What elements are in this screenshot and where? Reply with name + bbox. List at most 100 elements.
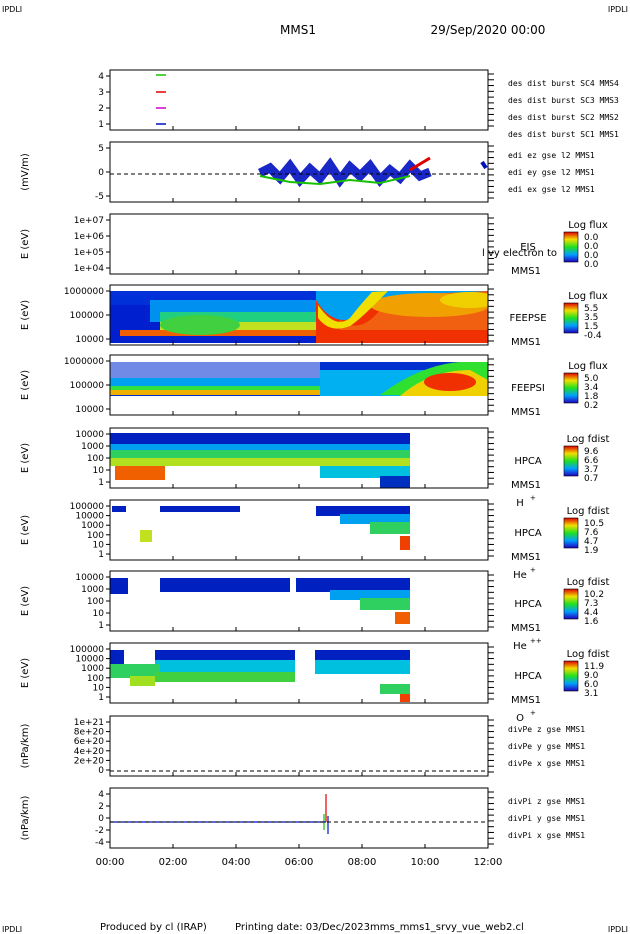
ylabel-eis: E (eV) <box>20 229 31 259</box>
species-label-hpca_h: H <box>516 498 524 509</box>
ylabel-hpca_h: E (eV) <box>20 443 31 473</box>
cbar-label-hpca_o: 9.0 <box>584 671 599 681</box>
ytick-label-hpca_he2: 10000 <box>75 573 104 583</box>
cbar-label-hpca_h: 3.7 <box>584 465 598 475</box>
ylabel-feepsi: E (eV) <box>20 370 31 400</box>
footer-produced-by: Produced by cl (IRAP) <box>100 922 207 933</box>
ytick-label-hpca_h: 1000 <box>81 442 104 452</box>
ytick-label-hpca_he2: 10 <box>93 609 105 619</box>
sc-label-hpca_he1: MMS1 <box>511 552 541 563</box>
ytick-label-hpca_he2: 1 <box>98 621 104 631</box>
ytick-label-feepsi: 100000 <box>70 381 105 391</box>
cbar-label-feepse: 5.5 <box>584 304 598 314</box>
footer-printing-date: Printing date: 03/Dec/2023 <box>235 922 370 933</box>
ytick-label-divpi: -4 <box>95 838 104 848</box>
cbar-title-hpca_he2: Log fdist <box>567 577 610 588</box>
cbar-label-feepse: 1.5 <box>584 322 598 332</box>
legend-divpi: divPi x gse MMS1 <box>508 831 585 840</box>
cbar-label-feepse: -0.4 <box>584 331 602 341</box>
burst-markers <box>156 74 166 125</box>
extra-label-eis: l vy electron to <box>482 248 557 259</box>
ytick-label-hpca_o: 1000 <box>81 664 104 674</box>
ytick-label-hpca_h: 10 <box>93 466 105 476</box>
cbar-title-feepsi: Log flux <box>568 361 608 372</box>
cbar-title-hpca_o: Log fdist <box>567 649 610 660</box>
time-tick-label: 08:00 <box>348 857 377 868</box>
colorbar-eis <box>563 231 579 263</box>
instrument-label-hpca_h: HPCA <box>514 456 542 467</box>
edi-traces <box>257 156 488 188</box>
legend-divpe: divPe y gse MMS1 <box>508 742 585 751</box>
cbar-label-hpca_h: 9.6 <box>584 447 599 457</box>
cbar-title-eis: Log flux <box>568 220 608 231</box>
corner-label-tl: IPDLI <box>2 5 22 14</box>
cbar-label-hpca_he2: 10.2 <box>584 590 604 600</box>
ytick-label-feepse: 10000 <box>75 335 104 345</box>
cbar-label-hpca_he2: 1.6 <box>584 617 599 627</box>
ytick-label-eis: 1e+07 <box>74 216 104 226</box>
ytick-label-hpca_o: 100 <box>87 674 104 684</box>
ylabel-hpca_o: E (eV) <box>20 658 31 688</box>
legend-edi: edi ex gse l2 MMS1 <box>508 185 595 194</box>
ytick-label-burst: 2 <box>98 104 104 114</box>
ytick-label-hpca_o: 100000 <box>70 645 105 655</box>
panel-frame-burst <box>109 69 489 131</box>
ytick-label-divpe: 6e+20 <box>74 737 105 747</box>
ytick-label-burst: 3 <box>98 88 104 98</box>
ytick-label-divpe: 1e+21 <box>74 718 104 728</box>
time-tick-label: 06:00 <box>285 857 314 868</box>
ylabel-feepse: E (eV) <box>20 300 31 330</box>
ytick-label-eis: 1e+06 <box>74 232 105 242</box>
colorbar-hpca_o <box>563 660 579 692</box>
ylabel-divpe: (nPa/km) <box>20 724 31 769</box>
sc-label-eis: MMS1 <box>511 266 541 277</box>
ytick-label-hpca_he1: 100 <box>87 531 104 541</box>
ytick-label-feepse: 100000 <box>70 311 105 321</box>
ytick-label-divpi: 4 <box>98 790 104 800</box>
legend-divpe: divPe x gse MMS1 <box>508 759 585 768</box>
species-label-hpca_he2: He <box>513 641 527 652</box>
ytick-label-hpca_he2: 100 <box>87 597 104 607</box>
cbar-title-hpca_he1: Log fdist <box>567 506 610 517</box>
panel-frame-divpe <box>109 715 489 777</box>
cbar-label-feepsi: 1.8 <box>584 392 599 402</box>
ytick-label-eis: 1e+05 <box>74 248 104 258</box>
species-label-hpca_o: O <box>516 713 524 724</box>
colorbar-feepsi <box>563 372 579 404</box>
ytick-label-divpe: 2e+20 <box>74 756 105 766</box>
legend-divpi: divPi y gse MMS1 <box>508 814 585 823</box>
ytick-label-eis: 1e+04 <box>74 264 105 274</box>
cbar-label-eis: 0.0 <box>584 251 599 261</box>
panel-frame-divpi <box>109 787 489 849</box>
legend-burst: des dist burst SC3 MMS3 <box>508 96 619 105</box>
sc-label-hpca_o: MMS1 <box>511 695 541 706</box>
sc-label-feepsi: MMS1 <box>511 407 541 418</box>
ytick-label-hpca_o: 10 <box>93 683 105 693</box>
ytick-label-feepsi: 10000 <box>75 405 104 415</box>
species-sup-hpca_he1: + <box>530 566 536 574</box>
species-sup-hpca_o: + <box>530 709 536 717</box>
header-date: 29/Sep/2020 00:00 <box>431 23 546 37</box>
cbar-title-feepse: Log flux <box>568 291 608 302</box>
cbar-label-hpca_he1: 7.6 <box>584 528 599 538</box>
species-sup-hpca_h: + <box>530 494 536 502</box>
ytick-label-hpca_he1: 1 <box>98 550 104 560</box>
cbar-label-hpca_h: 0.7 <box>584 474 598 484</box>
colorbar-hpca_he1 <box>563 517 579 549</box>
ytick-label-hpca_he1: 1000 <box>81 521 104 531</box>
corner-label-tr: IPDLI <box>608 5 628 14</box>
sc-label-hpca_he2: MMS1 <box>511 623 541 634</box>
legend-edi: edi ez gse l2 MMS1 <box>508 151 595 160</box>
ytick-label-divpi: 2 <box>98 802 104 812</box>
time-tick-label: 04:00 <box>222 857 251 868</box>
cbar-label-hpca_o: 11.9 <box>584 662 604 672</box>
ytick-label-hpca_he1: 10000 <box>75 512 104 522</box>
header-spacecraft: MMS1 <box>280 23 316 37</box>
cbar-label-eis: 0.0 <box>584 233 599 243</box>
ytick-label-hpca_he1: 10 <box>93 540 105 550</box>
cbar-label-hpca_he2: 7.3 <box>584 599 598 609</box>
ytick-label-divpi: 0 <box>98 814 104 824</box>
instrument-label-feepse: FEEPSE <box>509 313 546 324</box>
legend-burst: des dist burst SC2 MMS2 <box>508 113 619 122</box>
instrument-label-feepsi: FEEPSI <box>511 383 545 394</box>
